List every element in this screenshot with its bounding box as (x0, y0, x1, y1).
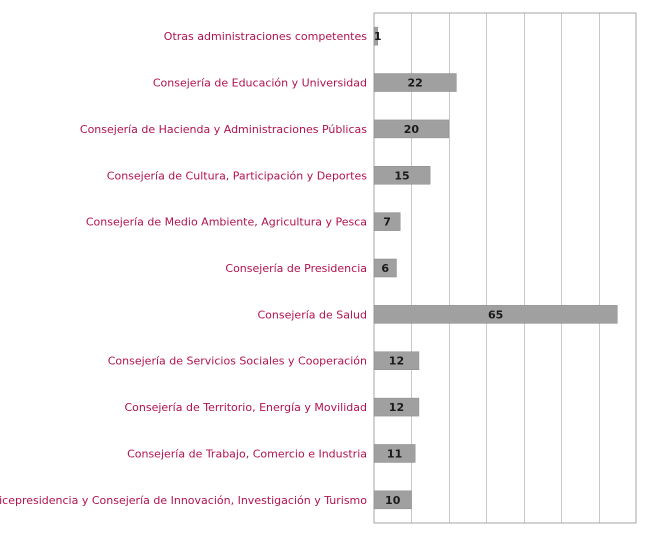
bar (373, 397, 420, 417)
value-label: 65 (488, 308, 503, 321)
value-label: 12 (389, 401, 404, 414)
bars (373, 26, 618, 510)
category-label: Consejería de Territorio, Energía y Movi… (124, 401, 367, 414)
bar (373, 351, 420, 370)
value-label: 6 (381, 262, 389, 275)
category-label: Consejería de Educación y Universidad (153, 77, 367, 90)
category-label: Consejería de Trabajo, Comercio e Indust… (127, 447, 367, 460)
value-label: 10 (385, 494, 401, 507)
value-label: 11 (387, 447, 402, 460)
bar (373, 26, 378, 46)
value-label: 22 (408, 77, 423, 90)
value-label: 12 (389, 355, 404, 368)
bar (373, 258, 397, 278)
category-label: Vicepresidencia y Consejería de Innovaci… (0, 494, 367, 507)
category-label: Consejería de Medio Ambiente, Agricultur… (86, 216, 367, 229)
value-label: 20 (404, 123, 420, 136)
bar (373, 212, 401, 231)
bar (373, 444, 416, 463)
category-labels: Otras administraciones competentes Consej… (0, 30, 367, 507)
bar (373, 73, 457, 92)
category-label: Consejería de Hacienda y Administracione… (80, 123, 367, 136)
category-label: Consejería de Salud (257, 308, 367, 321)
value-label: 7 (383, 216, 391, 229)
bar (373, 119, 450, 139)
category-label: Consejería de Cultura, Participación y D… (107, 169, 367, 182)
category-label: Consejería de Servicios Sociales y Coope… (108, 355, 367, 368)
bar (373, 305, 618, 324)
gridlines (411, 13, 600, 523)
category-label: Consejería de Presidencia (225, 262, 367, 275)
value-label: 1 (374, 30, 382, 43)
bar (373, 490, 412, 510)
category-label: Otras administraciones competentes (164, 30, 367, 43)
bar (373, 166, 431, 185)
value-label: 15 (394, 169, 409, 182)
value-labels: 1 22 20 15 7 6 65 12 12 11 10 (374, 30, 503, 507)
